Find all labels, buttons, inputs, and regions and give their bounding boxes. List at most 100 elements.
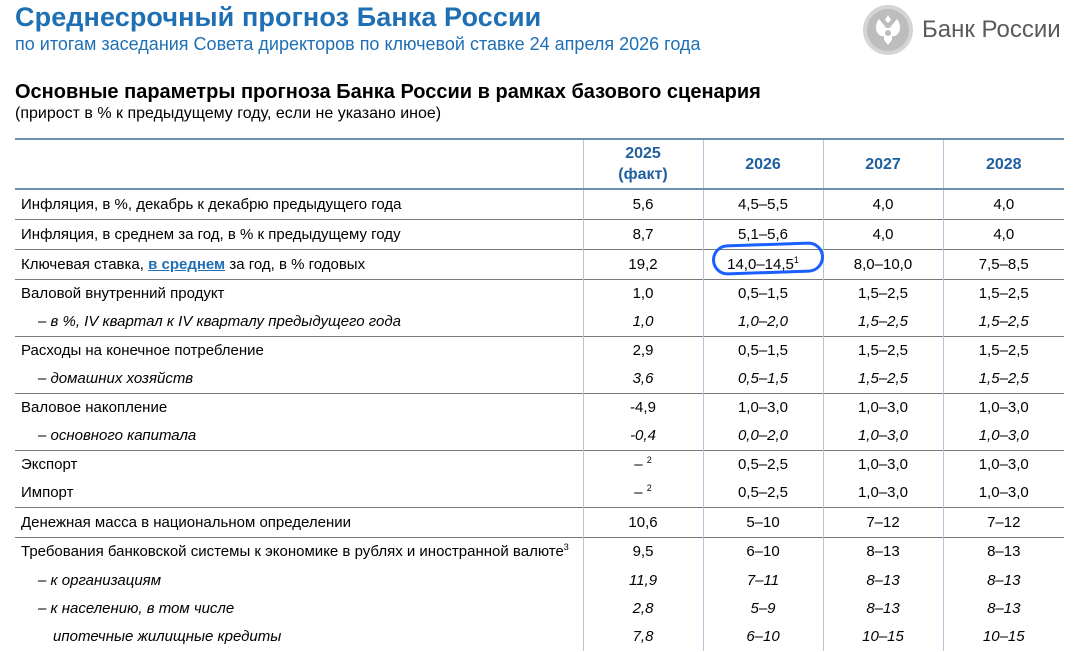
value-2025: 19,2 [582,249,703,279]
row-label: Требования банковской системы к экономик… [15,537,583,566]
value-2026: 0,5–1,5 [702,365,823,393]
column-year: 2025 [625,145,661,162]
table-row: Валовое накопление -4,9 1,0–3,0 1,0–3,0 … [15,393,1064,422]
value-2025: 8,7 [582,219,703,249]
value-2027: 1,5–2,5 [822,279,943,308]
row-label: Расходы на конечное потребление [21,342,264,360]
value-2026-highlighted: 14,0–14,51 [702,240,825,279]
double-eagle-emblem-icon [863,5,913,55]
value-2025: -4,9 [582,393,703,422]
table-row: Валовой внутренний продукт 1,0 0,5–1,5 1… [15,279,1064,308]
value-2026: 0,5–1,5 [702,279,823,308]
row-label: ипотечные жилищные кредиты [53,628,282,645]
row-label: Денежная масса в национальном определени… [21,513,351,531]
value-2025: 1,0 [582,279,703,308]
column-header-2027: 2027 [822,139,943,189]
value-2028: 10–15 [942,622,1064,651]
table-row: Денежная масса в национальном определени… [15,507,1064,537]
footnote-marker: 2 [646,483,652,494]
value-2025: 9,5 [582,537,703,566]
table-row: – к организациям 11,9 7–11 8–13 8–13 [15,566,1064,594]
value-2027: 1,0–3,0 [822,393,943,422]
table-row: – к населению, в том числе 2,8 5–9 8–13 … [15,594,1064,622]
page-title: Среднесрочный прогноз Банка России [15,2,542,32]
value-2028: 7,5–8,5 [942,249,1064,279]
row-label: Валовой внутренний продукт [21,285,225,303]
value-2026: 7–11 [702,566,823,594]
value-2026: 6–10 [702,622,823,651]
row-label: Инфляция, в среднем за год, в % к предыд… [21,225,401,243]
value-2026: 0,0–2,0 [702,422,823,450]
table-row: Ключевая ставка, в среднем за год, в % г… [15,240,1064,279]
table-row: Инфляция, в среднем за год, в % к предыд… [15,219,1064,249]
value-2025: 2,8 [582,594,703,622]
value-2028: 1,5–2,5 [942,365,1064,393]
value-2027: 7–12 [822,507,943,537]
table-header-row: 2025 (факт) 2026 2027 2028 [15,139,1064,189]
table-row: Импорт – 2 0,5–2,5 1,0–3,0 1,0–3,0 [15,479,1064,507]
value-2027: 8–13 [822,537,943,566]
logo-text: Банк России [922,16,1061,43]
row-label: – к населению, в том числе [38,599,235,617]
highlight-circle [711,240,825,276]
value-2028: 4,0 [942,219,1064,249]
value-2027: 1,5–2,5 [822,365,943,393]
value-2027: 1,5–2,5 [822,336,943,365]
value-2026: 5,1–5,6 [702,219,823,249]
value-2028: 1,0–3,0 [942,393,1064,422]
row-label: Импорт [21,484,74,502]
value-2026: 6–10 [702,537,823,566]
value-text: – [634,484,643,502]
value-2027: 8–13 [822,566,943,594]
column-header-2026: 2026 [702,139,823,189]
value-2027: 10–15 [822,622,943,651]
row-label: – к организациям [38,571,161,589]
value-2025: 11,9 [582,566,703,594]
value-2027: 4,0 [822,189,943,219]
header-label-cell [15,139,583,189]
footnote-marker: 3 [563,542,569,553]
value-2025: – 2 [582,450,703,479]
footnote-marker: 1 [793,254,799,265]
value-2027: 4,0 [822,219,943,249]
forecast-table: 2025 (факт) 2026 2027 2028 Инфляция, в %… [15,138,1064,651]
section-title: Основные параметры прогноза Банка России… [15,81,761,103]
value-2028: 1,0–3,0 [942,479,1064,507]
row-label: Инфляция, в %, декабрь к декабрю предыду… [21,195,402,213]
page-subtitle: по итогам заседания Совета директоров по… [15,34,701,54]
value-text: – [634,456,643,474]
value-2026: 0,5–1,5 [702,336,823,365]
value-2025: 10,6 [582,507,703,537]
value-2025: 3,6 [582,365,703,393]
value-2028: 1,5–2,5 [942,308,1064,336]
row-label-prefix: Ключевая ставка, [21,255,149,273]
highlighted-value: 14,0–14,51 [711,240,825,276]
value-2027: 1,0–3,0 [822,479,943,507]
value-2027: 1,0–3,0 [822,422,943,450]
average-link[interactable]: в среднем [148,255,226,273]
row-label: – в %, IV квартал к IV кварталу предыдущ… [38,313,402,331]
value-2025: 5,6 [582,189,703,219]
row-label: Ключевая ставка, в среднем за год, в % г… [15,249,583,279]
column-header-2025: 2025 (факт) [582,139,703,189]
value-2026: 1,0–3,0 [702,393,823,422]
value-2028: 8–13 [942,566,1064,594]
value-2026: 5–10 [702,507,823,537]
row-label: Валовое накопление [21,399,168,417]
row-label: – основного капитала [38,427,197,445]
value-2025: – 2 [582,479,703,507]
value-2028: 7–12 [942,507,1064,537]
value-2028: 1,5–2,5 [942,279,1064,308]
value-2027: 8–13 [822,594,943,622]
table-row: Расходы на конечное потребление 2,9 0,5–… [15,336,1064,365]
column-header-2028: 2028 [942,139,1064,189]
table-row: – домашних хозяйств 3,6 0,5–1,5 1,5–2,5 … [15,365,1064,393]
value-2028: 1,0–3,0 [942,450,1064,479]
value-2025: -0,4 [582,422,703,450]
table-row: Экспорт – 2 0,5–2,5 1,0–3,0 1,0–3,0 [15,450,1064,479]
value-2028: 8–13 [942,537,1064,566]
table-row: – в %, IV квартал к IV кварталу предыдущ… [15,308,1064,336]
value-2027: 1,5–2,5 [822,308,943,336]
bank-logo[interactable]: Банк России [862,4,1061,56]
value-2027: 8,0–10,0 [822,249,943,279]
